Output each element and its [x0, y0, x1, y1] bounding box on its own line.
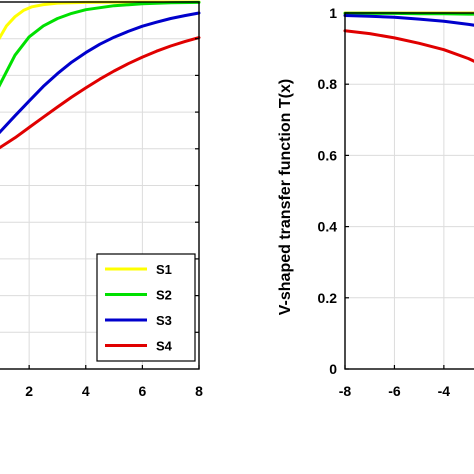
x-tick-label: 8: [195, 383, 203, 399]
legend-label-s2: S2: [156, 288, 172, 303]
ticks-right: -8 -6 -4 0 0.2 0.4 0.6 0.8 1: [318, 5, 451, 399]
x-tick-label: -8: [339, 383, 352, 399]
series-line-3: [343, 14, 474, 27]
y-tick-label: 0: [329, 361, 337, 377]
chart-right: -8 -6 -4 0 0.2 0.4 0.6 0.8 1 V-shaped transfer f…: [277, 5, 474, 399]
series-line-s4: [0, 36, 201, 150]
y-tick-label: 0.4: [318, 219, 338, 235]
plot-area-right: [345, 13, 474, 369]
y-tick-label: 0.2: [318, 290, 338, 306]
legend-box: [96, 253, 196, 362]
x-tick-label: -6: [388, 383, 401, 399]
series-line-s2: [0, 0, 201, 88]
y-axis-label: V-shaped transfer function T(x): [277, 79, 294, 315]
ticks-left: 2 4 6 8: [25, 38, 203, 399]
legend-label-s4: S4: [156, 339, 173, 354]
legend: S1 S2 S3 S4: [96, 253, 196, 362]
chart-left: 2 4 6 8 S1 S2 S3 S4: [0, 0, 203, 399]
x-tick-label: -4: [438, 383, 451, 399]
y-tick-label: 1: [329, 5, 337, 21]
series-line-s3: [0, 11, 201, 135]
legend-label-s1: S1: [156, 262, 172, 277]
legend-label-s3: S3: [156, 313, 172, 328]
y-tick-label: 0.6: [318, 147, 338, 163]
axes-right: [344, 12, 474, 370]
grid-left: [0, 2, 200, 369]
y-tick-label: 0.8: [318, 76, 338, 92]
x-tick-label: 4: [82, 383, 90, 399]
series-line-4: [343, 29, 474, 63]
x-tick-label: 6: [138, 383, 146, 399]
x-tick-label: 2: [25, 383, 33, 399]
axes-frame-right: [344, 12, 474, 370]
